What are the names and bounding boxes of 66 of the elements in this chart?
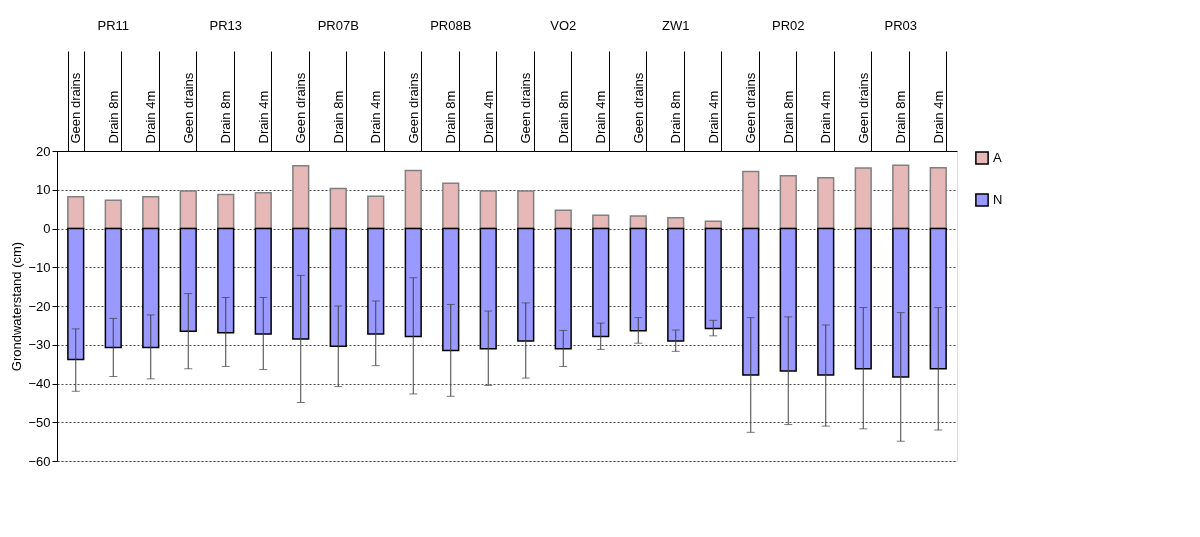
- bar: [217, 193, 235, 230]
- bar: [179, 190, 197, 230]
- y-tick-label: −20: [28, 298, 51, 314]
- x-tick-label: Drain 4m: [480, 90, 496, 144]
- bar: [929, 166, 947, 230]
- bar: [779, 175, 797, 230]
- bar: [67, 195, 85, 230]
- x-tick-label: Drain 4m: [255, 90, 271, 144]
- x-tick-label: Drain 4m: [143, 90, 159, 144]
- text: PR08B: [430, 18, 472, 33]
- bar: [329, 187, 347, 230]
- bar: [704, 220, 722, 230]
- bar: [404, 169, 422, 230]
- y-tick-label: −10: [28, 259, 51, 275]
- x-tick-label: Drain 8m: [218, 90, 234, 144]
- x-tick-label: Geen drains: [405, 72, 421, 144]
- y-tick-label: −50: [28, 414, 51, 430]
- text: PR07B: [317, 18, 359, 33]
- x-tick-label: Drain 8m: [668, 90, 684, 144]
- x-tick-label: Geen drains: [743, 72, 759, 144]
- x-tick-label: Drain 4m: [818, 90, 834, 144]
- text: VO2: [550, 18, 577, 33]
- x-tick-label: Drain 8m: [780, 90, 796, 144]
- text: PR13: [209, 18, 243, 33]
- x-tick-label: Geen drains: [630, 72, 646, 144]
- x-tick-label: Geen drains: [855, 72, 871, 144]
- x-tick-label: Drain 8m: [893, 90, 909, 144]
- x-tick-label: Drain 8m: [105, 90, 121, 144]
- y-tick-label: −40: [28, 376, 51, 391]
- bar: [367, 195, 385, 230]
- bar: [892, 164, 910, 230]
- x-tick-label: Geen drains: [293, 72, 309, 144]
- y-tick-label: −60: [28, 453, 51, 469]
- x-tick-label: Drain 8m: [555, 90, 571, 144]
- text: PR03: [884, 18, 918, 33]
- bar: [104, 199, 122, 230]
- bar: [817, 176, 835, 230]
- bar: [442, 182, 460, 230]
- bar: [292, 164, 310, 230]
- x-tick-label: Drain 4m: [705, 90, 721, 144]
- bar: [479, 190, 497, 230]
- x-tick-label: Drain 4m: [368, 90, 384, 144]
- x-tick-label: Geen drains: [68, 72, 84, 144]
- text: ZW1: [662, 18, 690, 33]
- bar: [742, 170, 760, 230]
- x-tick-label: Geen drains: [180, 72, 196, 144]
- x-tick-label: Drain 8m: [330, 90, 346, 144]
- y-axis-title: Grondwaterstand (cm): [9, 241, 25, 372]
- bar: [142, 195, 160, 230]
- bar: [554, 209, 572, 230]
- x-tick-label: Drain 4m: [593, 90, 609, 144]
- x-tick-label: Drain 4m: [930, 90, 946, 144]
- y-tick-label: −30: [28, 337, 51, 353]
- y-tick-label: 0: [43, 221, 51, 236]
- y-tick-label: 10: [36, 182, 51, 198]
- x-tick-label: Drain 8m: [443, 90, 459, 144]
- x-tick-label: Geen drains: [518, 72, 534, 144]
- bar: [854, 167, 872, 230]
- legend-label: A: [993, 150, 1002, 165]
- y-tick-label: 20: [36, 143, 51, 159]
- bar: [517, 190, 535, 230]
- text: PR11: [97, 18, 130, 33]
- text: PR02: [771, 18, 805, 33]
- bar: [254, 192, 272, 230]
- legend-label: N: [993, 192, 1003, 207]
- bar: [629, 215, 647, 230]
